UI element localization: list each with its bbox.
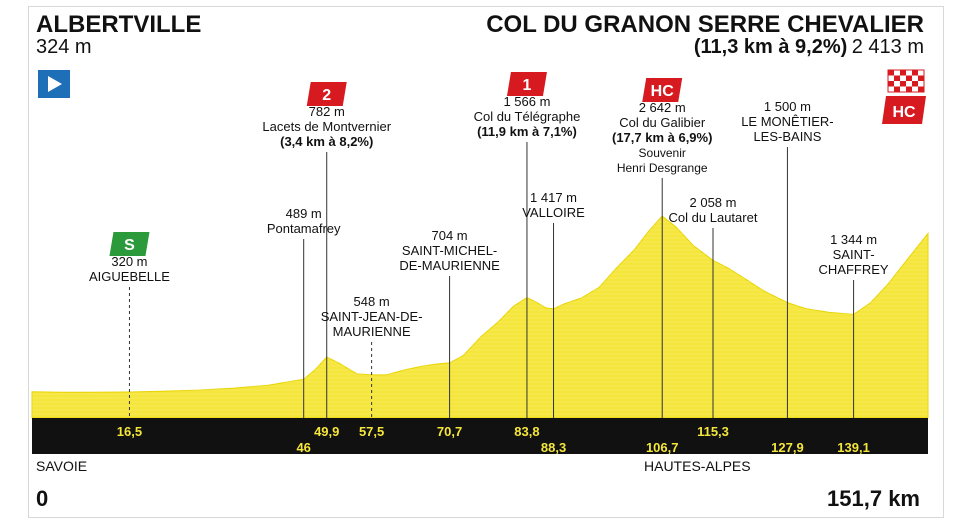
finish-flag-check [906, 75, 912, 81]
waypoint-label: LE MONÊTIER- [741, 114, 833, 129]
distance-label: 46 [296, 440, 310, 455]
finish-flag-check [888, 70, 894, 76]
badge-label: HC [651, 83, 675, 100]
waypoint-label: 1 500 m [764, 99, 811, 114]
distance-label: 57,5 [359, 424, 384, 439]
waypoint-label: LES-BAINS [753, 129, 821, 144]
waypoint-label: Henri Desgrange [617, 161, 708, 175]
finish-city: COL DU GRANON SERRE CHEVALIER [486, 11, 924, 38]
waypoint-label: Col du Galibier [619, 115, 706, 130]
distance-label: 70,7 [437, 424, 462, 439]
waypoint-label: Pontamafrey [267, 221, 341, 236]
start-altitude: 324 m [36, 36, 92, 58]
finish-flag-check [912, 70, 918, 76]
badge-label: 1 [523, 77, 532, 94]
finish-flag-check [900, 81, 906, 87]
waypoint-label: AIGUEBELLE [89, 269, 170, 284]
climb-category-badge [642, 78, 683, 102]
climb-category-badge [506, 72, 547, 96]
finish-flag-check [894, 75, 900, 81]
climb-category-badge [306, 82, 347, 106]
distance-label: 16,5 [117, 424, 142, 439]
waypoint-label: 548 m [354, 294, 390, 309]
waypoint-label: 2 642 m [639, 100, 686, 115]
waypoint-label: 1 344 m [830, 232, 877, 247]
waypoint-label: CHAFFREY [819, 262, 889, 277]
finish-flag-check [912, 81, 918, 87]
waypoint-label: 704 m [432, 228, 468, 243]
distance-label: 88,3 [541, 440, 566, 455]
waypoint-label: SAINT-MICHEL- [402, 243, 497, 258]
outer-frame [28, 6, 944, 518]
finish-altitude: 2 413 m [851, 36, 924, 58]
finish-badge-label: HC [892, 104, 916, 121]
finish-climb-badge [882, 96, 926, 124]
finish-flag-check [900, 70, 906, 76]
sprint-badge-icon [109, 232, 150, 256]
waypoint-label: 2 058 m [690, 195, 737, 210]
end-km: 151,7 km [827, 486, 920, 511]
distance-bar [32, 418, 928, 454]
waypoint-label: 1 566 m [503, 94, 550, 109]
distance-label: 127,9 [771, 440, 804, 455]
finish-flag-check [906, 86, 912, 92]
region-savoie: SAVOIE [36, 458, 88, 474]
waypoint-label: 489 m [286, 206, 322, 221]
waypoint-label: (17,7 km à 6,9%) [612, 130, 712, 145]
waypoint-label: SAINT- [833, 247, 875, 262]
waypoint-label: Lacets de Montvernier [262, 119, 391, 134]
distance-label: 115,3 [697, 424, 729, 439]
waypoint-label: VALLOIRE [522, 205, 585, 220]
finish-climb: (11,3 km à 9,2%) [693, 36, 848, 58]
waypoint-label: MAURIENNE [333, 324, 411, 339]
waypoint-label: 320 m [111, 254, 147, 269]
start-city: ALBERTVILLE [36, 11, 202, 38]
finish-flag-check [918, 75, 924, 81]
waypoint-label: (3,4 km à 8,2%) [280, 134, 373, 149]
distance-label: 83,8 [514, 424, 539, 439]
finish-flag-check [918, 86, 924, 92]
badge-label: 2 [322, 87, 331, 104]
waypoint-label: DE-MAURIENNE [399, 258, 500, 273]
region-hautes-alpes: HAUTES-ALPES [644, 458, 751, 474]
waypoint-label: 782 m [309, 104, 345, 119]
waypoint-label: (11,9 km à 7,1%) [477, 124, 577, 139]
distance-label: 49,9 [314, 424, 339, 439]
waypoint-label: Col du Télégraphe [474, 109, 581, 124]
start-arrow-icon [48, 76, 62, 92]
waypoint-label: Souvenir [639, 146, 686, 160]
waypoint-label: Col du Lautaret [669, 210, 758, 225]
badge-label: S [124, 237, 135, 254]
waypoint-label: SAINT-JEAN-DE- [321, 309, 423, 324]
distance-label: 139,1 [837, 440, 870, 455]
finish-info: (11,3 km à 9,2%) 2 413 m [694, 36, 924, 58]
distance-label: 106,7 [646, 440, 679, 455]
start-km: 0 [36, 486, 49, 511]
finish-flag-check [894, 86, 900, 92]
elevation-area [31, 215, 929, 419]
finish-flag-check [888, 81, 894, 87]
waypoint-label: 1 417 m [530, 190, 577, 205]
